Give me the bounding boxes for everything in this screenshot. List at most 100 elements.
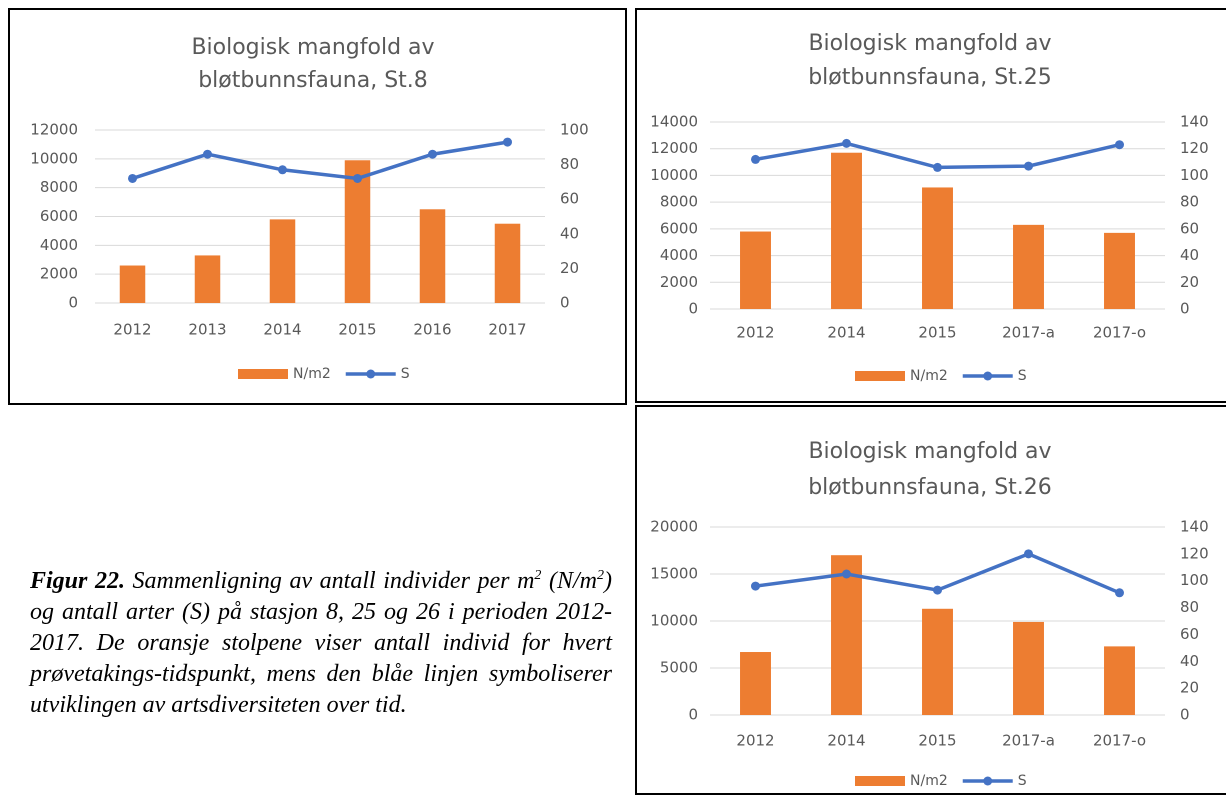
x-tick-label: 2017 bbox=[488, 321, 526, 339]
y-tick-label: 12000 bbox=[30, 121, 78, 139]
legend-label: S bbox=[1018, 773, 1027, 789]
y-tick-label: 14000 bbox=[650, 113, 698, 131]
x-tick-label: 2015 bbox=[918, 732, 956, 750]
bar bbox=[1104, 232, 1135, 309]
legend-label: N/m2 bbox=[293, 366, 331, 382]
y2-tick-label: 40 bbox=[560, 224, 579, 242]
y2-tick-label: 80 bbox=[1180, 598, 1199, 616]
bar bbox=[740, 652, 771, 715]
y2-tick-label: 100 bbox=[1180, 166, 1209, 184]
y2-tick-label: 80 bbox=[560, 155, 579, 173]
y-tick-label: 15000 bbox=[650, 565, 698, 583]
y2-tick-label: 20 bbox=[560, 259, 579, 277]
point bbox=[503, 137, 512, 147]
chart-title: bløtbunnsfauna, St.26 bbox=[808, 475, 1052, 500]
y2-tick-label: 140 bbox=[1180, 518, 1209, 536]
point bbox=[933, 585, 942, 595]
bar bbox=[922, 187, 953, 309]
y-tick-label: 8000 bbox=[40, 178, 78, 196]
point bbox=[428, 149, 437, 159]
y-tick-label: 10000 bbox=[650, 166, 698, 184]
y2-tick-label: 120 bbox=[1180, 544, 1209, 562]
point bbox=[842, 138, 851, 148]
chart-frame bbox=[635, 405, 1226, 795]
legend-label: S bbox=[401, 366, 410, 382]
y2-tick-label: 80 bbox=[1180, 193, 1199, 211]
point bbox=[1115, 588, 1124, 598]
bar bbox=[831, 555, 862, 715]
y2-tick-label: 120 bbox=[1180, 139, 1209, 157]
y2-tick-label: 40 bbox=[1180, 246, 1199, 264]
x-tick-label: 2012 bbox=[736, 324, 774, 342]
y-tick-label: 6000 bbox=[660, 219, 698, 237]
legend-swatch bbox=[855, 371, 905, 381]
y-tick-label: 10000 bbox=[650, 612, 698, 630]
caption-text: (N/m bbox=[541, 568, 597, 594]
legend-label: N/m2 bbox=[910, 773, 948, 789]
y2-tick-label: 100 bbox=[560, 121, 589, 139]
y2-tick-label: 40 bbox=[1180, 652, 1199, 670]
x-tick-label: 2012 bbox=[113, 321, 151, 339]
y-tick-label: 0 bbox=[68, 294, 78, 312]
caption-label: Figur 22. bbox=[30, 568, 125, 594]
bar bbox=[1104, 646, 1135, 715]
y-tick-label: 2000 bbox=[660, 273, 698, 291]
bar bbox=[494, 223, 521, 303]
y-tick-label: 2000 bbox=[40, 265, 78, 283]
x-tick-label: 2012 bbox=[736, 732, 774, 750]
bar bbox=[344, 160, 371, 303]
point bbox=[278, 165, 287, 175]
bar bbox=[831, 152, 862, 309]
y-tick-label: 8000 bbox=[660, 193, 698, 211]
line bbox=[131, 140, 508, 181]
legend-marker bbox=[983, 776, 993, 786]
x-tick-label: 2016 bbox=[413, 321, 451, 339]
superscript: 2 bbox=[597, 568, 604, 583]
y2-tick-label: 60 bbox=[560, 190, 579, 208]
x-tick-label: 2017-a bbox=[1002, 324, 1055, 342]
legend-marker bbox=[983, 371, 993, 381]
y2-tick-label: 0 bbox=[1180, 706, 1190, 724]
x-tick-label: 2014 bbox=[827, 732, 865, 750]
y2-tick-label: 60 bbox=[1180, 219, 1199, 237]
y2-tick-label: 60 bbox=[1180, 625, 1199, 643]
chart-frame bbox=[635, 8, 1226, 403]
chart-title: Biologisk mangfold av bbox=[808, 31, 1051, 56]
y2-tick-label: 140 bbox=[1180, 113, 1209, 131]
point bbox=[751, 581, 760, 591]
legend-label: S bbox=[1018, 368, 1027, 384]
x-tick-label: 2017-a bbox=[1002, 732, 1055, 750]
caption-text: ) og antall arter (S) på stasjon 8, 25 o… bbox=[30, 568, 612, 718]
point bbox=[1024, 161, 1033, 171]
point bbox=[128, 173, 137, 183]
bar bbox=[269, 219, 296, 303]
y2-tick-label: 0 bbox=[560, 294, 570, 312]
legend-label: N/m2 bbox=[910, 368, 948, 384]
x-tick-label: 2017-o bbox=[1093, 324, 1146, 342]
chart-title: Biologisk mangfold av bbox=[808, 439, 1051, 464]
legend-swatch bbox=[238, 369, 288, 379]
y-tick-label: 12000 bbox=[650, 139, 698, 157]
point bbox=[751, 154, 760, 164]
y-tick-label: 6000 bbox=[40, 207, 78, 225]
x-tick-label: 2017-o bbox=[1093, 732, 1146, 750]
point bbox=[1024, 549, 1033, 559]
x-tick-label: 2013 bbox=[188, 321, 226, 339]
y-tick-label: 0 bbox=[688, 706, 698, 724]
bar bbox=[194, 255, 221, 303]
y-tick-label: 4000 bbox=[660, 246, 698, 264]
chart-frame bbox=[8, 8, 627, 405]
chart-title: bløtbunnsfauna, St.8 bbox=[198, 68, 428, 93]
figure-caption: Figur 22. Sammenligning av antall indivi… bbox=[30, 566, 612, 721]
y2-tick-label: 20 bbox=[1180, 273, 1199, 291]
point bbox=[842, 569, 851, 579]
y-tick-label: 20000 bbox=[650, 518, 698, 536]
y2-tick-label: 20 bbox=[1180, 679, 1199, 697]
y2-tick-label: 0 bbox=[1180, 300, 1190, 318]
y-tick-label: 10000 bbox=[30, 149, 78, 167]
point bbox=[203, 149, 212, 159]
point bbox=[1115, 140, 1124, 150]
legend-marker bbox=[366, 369, 376, 379]
